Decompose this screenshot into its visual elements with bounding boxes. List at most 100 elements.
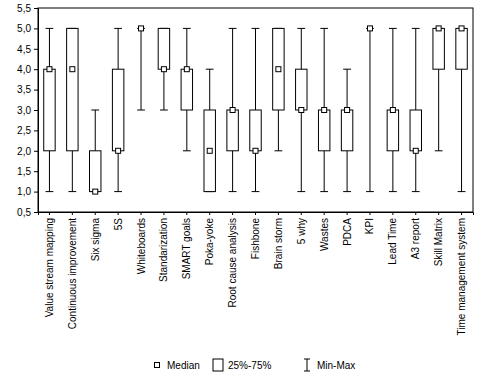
box-group [227,28,238,191]
x-tick-mark [118,212,119,215]
y-tick-label: 4,0 [17,64,31,75]
x-tick: KPI [364,212,375,234]
legend-whisker-cap [304,371,310,372]
x-tick-label: SMART goals [181,218,192,279]
x-tick-mark [438,212,439,215]
whisker-cap-min [412,191,420,192]
x-tick-label: Time management system [456,218,467,335]
box [410,110,421,151]
median-marker [230,108,235,113]
x-tick-label: Brain storm [273,218,284,269]
whisker-cap-min [252,191,260,192]
x-tick-mark [95,212,96,215]
y-tick-mark [34,110,38,111]
x-tick-mark [301,212,302,215]
marks [44,26,468,194]
median-marker [207,148,212,153]
y-tick-mark [34,212,38,213]
median-marker [299,108,304,113]
whisker-cap-min [68,191,76,192]
box-group [341,69,352,191]
y-tick-mark [34,130,38,131]
median-marker [322,108,327,113]
box-group [90,110,101,194]
x-tick-mark [461,212,462,215]
box [67,28,78,150]
median-marker [367,26,372,31]
whisker-cap-max [206,69,214,70]
y-tick-mark [34,49,38,50]
y-tick-mark [34,151,38,152]
box [296,69,307,110]
whisker-cap-min [343,191,351,192]
x-axis: Value stream mappingContinuous improveme… [39,212,474,335]
x-tick-label: Skill Matrix [433,218,444,266]
y-tick-mark [34,90,38,91]
median-marker [436,26,441,31]
x-tick: Root cause analysis [227,212,238,308]
y-tick: 1,5 [17,166,38,177]
legend-label: Median [167,360,200,371]
legend-label: 25%-75% [228,360,271,371]
box-group [137,26,145,110]
legend-whisker-cap [304,359,310,360]
y-tick-label: 4,5 [17,44,31,55]
whisker-cap-min [46,191,54,192]
y-tick-label: 1,5 [17,166,31,177]
y-tick: 3,5 [17,84,38,95]
median-marker [93,189,98,194]
x-tick-mark [72,212,73,215]
x-tick: Poka-yoke [204,212,215,265]
median-marker [116,148,121,153]
y-tick: 0,5 [17,207,38,218]
x-tick-label: Lead Time [387,218,398,265]
whisker-cap-max [297,28,305,29]
y-tick: 4,0 [17,64,38,75]
plot: 0,51,01,52,02,53,03,54,04,55,05,5Value s… [17,3,473,336]
median-marker [459,26,464,31]
x-tick: Six sigma [90,212,101,261]
box-group [250,28,261,191]
y-tick: 5,0 [17,23,38,34]
y-tick-label: 0,5 [17,207,31,218]
chart-container: 0,51,01,52,02,53,03,54,04,55,05,5Value s… [0,0,480,374]
median-marker [184,67,189,72]
median-marker [47,67,52,72]
median-marker [253,148,258,153]
median-marker [70,67,75,72]
x-tick-label: Poka-yoke [204,218,215,266]
whisker-cap-max [252,28,260,29]
y-tick-mark [34,171,38,172]
y-tick-mark [34,192,38,193]
box [112,69,123,151]
box [456,28,467,69]
y-tick-label: 1,0 [17,186,31,197]
y-tick: 4,5 [17,44,38,55]
y-tick-mark [34,8,38,9]
x-tick-mark [415,212,416,215]
box [158,28,169,69]
x-tick-label: Fishbone [250,218,261,260]
whisker-cap-min [160,110,168,111]
whisker [141,28,142,110]
box [204,110,215,192]
box [250,110,261,151]
y-axis-line [34,9,39,213]
x-tick-mark [209,212,210,215]
plot-frame [38,8,473,212]
y-tick: 1,0 [17,186,38,197]
whisker-cap-min [183,150,191,151]
x-tick-label: Wastes [319,218,330,251]
x-tick-mark [163,212,164,215]
box [44,69,55,151]
legend: Median25%-75%Min-Max [155,359,356,371]
whisker-cap-min [435,150,443,151]
x-tick: Whiteboards [136,212,147,274]
box [387,110,398,151]
x-tick: Brain storm [273,212,284,269]
box-group [296,28,307,191]
whisker-cap-max [320,28,328,29]
box-group [273,28,284,150]
median-marker [345,108,350,113]
box [433,28,444,69]
